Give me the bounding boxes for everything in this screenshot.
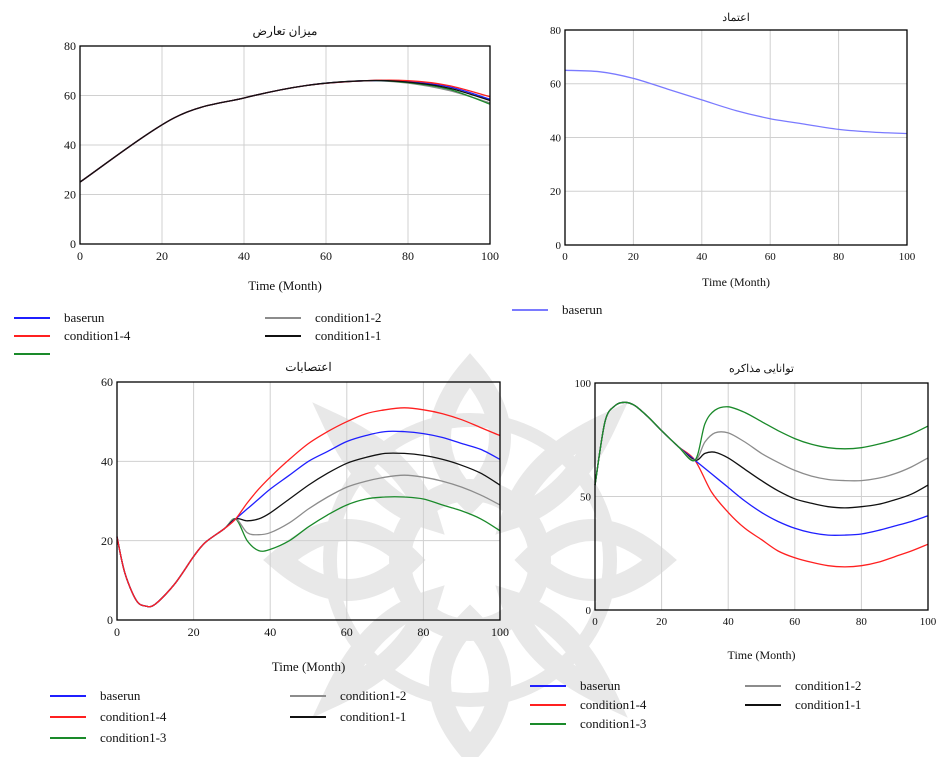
x-tick-label: 100 bbox=[899, 251, 916, 263]
x-tick-label: 0 bbox=[562, 251, 568, 263]
x-tick-label: 40 bbox=[264, 625, 276, 639]
series-line-condition1-1 bbox=[79, 79, 491, 183]
x-tick-label: 0 bbox=[77, 249, 83, 263]
x-axis-label: Time (Month) bbox=[248, 278, 322, 293]
plot-frame bbox=[594, 382, 929, 611]
legend-label: condition1-4 bbox=[100, 709, 167, 724]
x-tick-label: 20 bbox=[156, 249, 168, 263]
legend-swatch bbox=[530, 704, 566, 706]
x-tick-label: 60 bbox=[789, 616, 801, 628]
y-tick-label: 60 bbox=[64, 89, 76, 103]
legend-swatch bbox=[530, 723, 566, 725]
y-tick-label: 100 bbox=[575, 378, 592, 390]
plot-frame bbox=[564, 29, 908, 246]
y-tick-label: 40 bbox=[64, 138, 76, 152]
x-tick-label: 0 bbox=[592, 616, 598, 628]
legend-swatch bbox=[745, 704, 781, 706]
legend-swatch bbox=[14, 353, 50, 355]
y-tick-label: 50 bbox=[580, 491, 592, 503]
legend-label: baserun bbox=[562, 302, 603, 317]
x-tick-label: 60 bbox=[765, 251, 777, 263]
legend-label: condition1-2 bbox=[340, 688, 407, 703]
chart-title: توانایی مذاکره bbox=[729, 363, 794, 375]
x-tick-label: 40 bbox=[238, 249, 250, 263]
y-tick-label: 20 bbox=[101, 534, 113, 548]
x-tick-label: 20 bbox=[628, 251, 640, 263]
y-tick-label: 60 bbox=[550, 79, 562, 91]
legend-swatch bbox=[14, 317, 50, 319]
x-tick-label: 20 bbox=[188, 625, 200, 639]
y-tick-label: 40 bbox=[101, 455, 113, 469]
legend-label: condition1-3 bbox=[100, 730, 167, 745]
x-tick-label: 40 bbox=[723, 616, 735, 628]
series-line-condition1-3 bbox=[594, 401, 929, 486]
plot-frame bbox=[116, 381, 501, 621]
legend-swatch bbox=[50, 695, 86, 697]
y-tick-label: 0 bbox=[556, 240, 562, 252]
plot-frame bbox=[79, 45, 491, 245]
legend-label: condition1-1 bbox=[795, 697, 862, 712]
x-axis-label: Time (Month) bbox=[728, 648, 796, 662]
legend-swatch bbox=[14, 335, 50, 337]
legend-label: condition1-4 bbox=[64, 328, 131, 343]
legend-label: baserun bbox=[580, 678, 621, 693]
y-tick-label: 80 bbox=[64, 39, 76, 53]
legend-swatch bbox=[265, 335, 301, 337]
x-axis-label: Time (Month) bbox=[702, 275, 770, 289]
legend-swatch bbox=[50, 737, 86, 739]
y-tick-label: 20 bbox=[64, 188, 76, 202]
x-tick-label: 100 bbox=[920, 616, 937, 628]
legend-label: baserun bbox=[100, 688, 141, 703]
legend-swatch bbox=[290, 695, 326, 697]
legend-label: condition1-2 bbox=[315, 310, 382, 325]
series-line-baserun bbox=[564, 69, 908, 135]
y-tick-label: 0 bbox=[70, 237, 76, 251]
y-tick-label: 0 bbox=[586, 605, 592, 617]
legend-swatch bbox=[50, 716, 86, 718]
chart-title: اعتماد bbox=[722, 12, 750, 24]
x-tick-label: 100 bbox=[491, 625, 509, 639]
y-tick-label: 60 bbox=[101, 375, 113, 389]
legend-swatch bbox=[265, 317, 301, 319]
legend-label: condition1-3 bbox=[580, 716, 647, 731]
y-tick-label: 20 bbox=[550, 186, 562, 198]
y-tick-label: 0 bbox=[107, 613, 113, 627]
legend-swatch bbox=[745, 685, 781, 687]
legend-swatch bbox=[530, 685, 566, 687]
series-line-condition1-4 bbox=[116, 407, 501, 608]
legend-label: condition1-1 bbox=[340, 709, 407, 724]
chart-title: میزان تعارض bbox=[253, 24, 318, 38]
x-tick-label: 80 bbox=[402, 249, 414, 263]
x-tick-label: 0 bbox=[114, 625, 120, 639]
x-tick-label: 100 bbox=[481, 249, 499, 263]
x-tick-label: 80 bbox=[417, 625, 429, 639]
series-line-condition1-4 bbox=[594, 401, 929, 568]
y-tick-label: 80 bbox=[550, 25, 562, 37]
x-tick-label: 60 bbox=[320, 249, 332, 263]
x-tick-label: 40 bbox=[696, 251, 708, 263]
x-axis-label: Time (Month) bbox=[272, 659, 346, 674]
series-line-condition1-1 bbox=[594, 401, 929, 509]
x-tick-label: 80 bbox=[856, 616, 868, 628]
legend-label: condition1-1 bbox=[315, 328, 382, 343]
chart-title: اعتصابات bbox=[285, 360, 331, 374]
x-tick-label: 60 bbox=[341, 625, 353, 639]
legend-swatch bbox=[512, 309, 548, 311]
legend-label: baserun bbox=[64, 310, 105, 325]
legend-swatch bbox=[290, 716, 326, 718]
x-tick-label: 20 bbox=[656, 616, 668, 628]
y-tick-label: 40 bbox=[550, 132, 562, 144]
x-tick-label: 80 bbox=[833, 251, 845, 263]
legend-label: condition1-2 bbox=[795, 678, 862, 693]
legend-label: condition1-4 bbox=[580, 697, 647, 712]
